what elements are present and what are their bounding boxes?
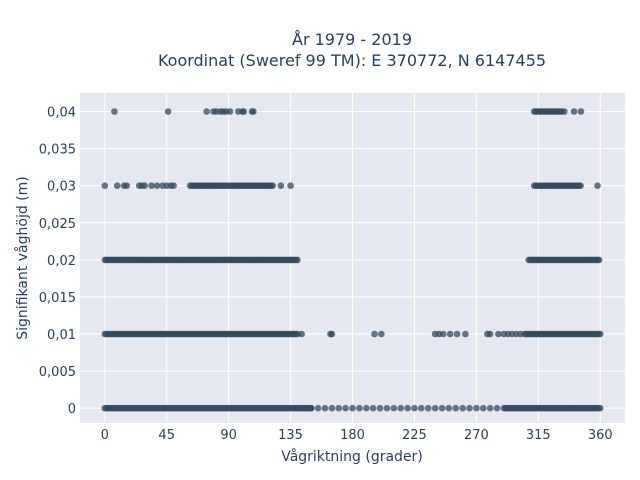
- x-tick-label: 0: [101, 428, 109, 443]
- data-point: [418, 404, 425, 412]
- data-point: [424, 404, 432, 412]
- data-point: [321, 404, 329, 412]
- data-point: [446, 330, 454, 338]
- x-tick-label: 315: [526, 428, 551, 443]
- y-tick-label: 0,01: [47, 328, 76, 343]
- data-point: [328, 330, 336, 338]
- data-point: [431, 404, 439, 412]
- data-point: [486, 404, 494, 412]
- data-point: [378, 330, 385, 338]
- data-point: [466, 404, 473, 412]
- data-point: [307, 404, 315, 412]
- x-tick-label: 135: [278, 428, 303, 443]
- data-point: [164, 108, 172, 115]
- data-point: [101, 182, 109, 189]
- y-tick-label: 0,03: [47, 180, 76, 195]
- data-point: [397, 404, 405, 412]
- y-tick-label: 0,04: [47, 106, 76, 121]
- data-point: [226, 108, 234, 115]
- data-point: [594, 182, 601, 189]
- x-tick-label: 225: [402, 428, 427, 443]
- data-point: [250, 108, 257, 115]
- data-point: [390, 404, 398, 412]
- data-point: [411, 404, 418, 412]
- x-tick-label: 180: [340, 428, 365, 443]
- data-point: [356, 404, 363, 412]
- data-point: [240, 108, 248, 115]
- data-point: [148, 182, 155, 189]
- y-tick-label: 0,015: [39, 291, 76, 306]
- x-tick-label: 45: [158, 428, 175, 443]
- data-point: [404, 404, 411, 412]
- data-point: [453, 330, 461, 338]
- chart-title-line-1: År 1979 - 2019: [292, 30, 412, 49]
- data-point: [371, 330, 378, 338]
- x-axis-title: Vågriktning (grader): [281, 448, 423, 465]
- y-tick-label: 0,035: [39, 143, 76, 158]
- data-point: [459, 404, 466, 412]
- x-tick-labels: 0 45 90 135 180 225 270 315 360: [101, 428, 613, 443]
- data-point: [328, 404, 336, 412]
- data-point: [111, 108, 118, 115]
- x-tick-label: 360: [588, 428, 613, 443]
- x-tick-label: 270: [464, 428, 489, 443]
- data-point: [495, 330, 502, 338]
- data-point: [596, 404, 604, 412]
- data-point: [595, 256, 603, 264]
- data-point: [577, 108, 585, 115]
- data-point: [203, 108, 210, 115]
- data-point: [342, 404, 349, 412]
- data-point: [440, 330, 447, 338]
- data-point: [113, 182, 121, 189]
- data-point: [294, 256, 301, 264]
- data-point: [596, 330, 604, 338]
- y-axis-title: Signifikant våghöjd (m): [14, 176, 31, 339]
- data-point: [479, 404, 487, 412]
- data-point: [493, 404, 501, 412]
- x-tick-label: 90: [220, 428, 237, 443]
- data-point: [438, 404, 446, 412]
- data-point: [349, 404, 356, 412]
- data-point: [123, 182, 131, 189]
- data-point: [277, 182, 285, 189]
- data-point: [452, 404, 460, 412]
- data-point: [473, 404, 480, 412]
- y-tick-labels: 0 0,005 0,01 0,015 0,02 0,025 0,03 0,035 0,04: [39, 106, 76, 418]
- data-point: [287, 182, 294, 189]
- data-point: [363, 404, 370, 412]
- data-point: [141, 182, 148, 189]
- data-point: [570, 108, 578, 115]
- y-tick-label: 0,005: [39, 365, 76, 380]
- data-point: [517, 330, 524, 338]
- data-point: [462, 330, 469, 338]
- data-point: [298, 330, 305, 338]
- data-point: [561, 108, 568, 115]
- data-point: [376, 404, 384, 412]
- data-point: [486, 330, 494, 338]
- data-point: [335, 404, 343, 412]
- data-point: [314, 404, 322, 412]
- data-point: [445, 404, 453, 412]
- data-point: [170, 182, 177, 189]
- data-point: [269, 182, 277, 189]
- data-point: [383, 404, 391, 412]
- data-point: [577, 182, 584, 189]
- data-points: [101, 108, 604, 412]
- y-tick-label: 0: [68, 402, 76, 417]
- chart-title-line-2: Koordinat (Sweref 99 TM): E 370772, N 61…: [158, 51, 546, 70]
- y-tick-label: 0,02: [47, 254, 76, 269]
- data-point: [369, 404, 377, 412]
- data-point: [153, 182, 161, 189]
- y-tick-label: 0,025: [39, 217, 76, 232]
